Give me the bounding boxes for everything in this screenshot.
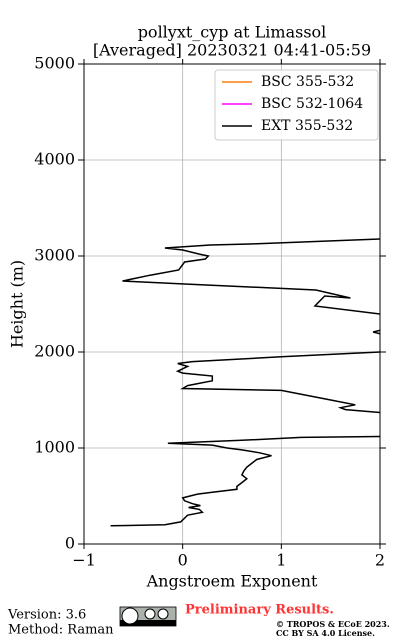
legend: BSC 355-532 BSC 532-1064 EXT 355-532: [222, 74, 363, 134]
legend-box: [214, 69, 379, 141]
y-tick-label: 3000: [34, 246, 75, 265]
copyright-text: © TROPOS & ECoE 2023.: [276, 619, 390, 629]
y-tick-label: 2000: [34, 342, 75, 361]
x-tick-label: 1: [276, 551, 286, 570]
y-tick-label: 0: [65, 534, 75, 553]
x-tick-label: −1: [72, 551, 96, 570]
x-axis-label: Angstroem Exponent: [146, 572, 318, 591]
x-tick-label: 2: [375, 551, 385, 570]
method-text: Method: Raman: [8, 623, 114, 638]
x-tick-label: 0: [178, 551, 188, 570]
legend-label: BSC 532-1064: [261, 96, 363, 112]
version-text: Version: 3.6: [7, 608, 86, 623]
y-tick-label: 4000: [34, 150, 75, 169]
cc-badge: [119, 606, 177, 627]
chart-title: pollyxt_cyp at Limassol: [138, 23, 327, 42]
status-text: Preliminary Results.: [185, 603, 334, 618]
chart-subtitle: [Averaged] 20230321 04:41-05:59: [93, 41, 371, 60]
legend-label: BSC 355-532: [261, 74, 354, 90]
y-tick-label: 1000: [34, 438, 75, 457]
profile-line: [110, 238, 380, 527]
plot-frame: [83, 63, 381, 545]
y-tick-label: 5000: [34, 54, 75, 73]
legend-label: EXT 355-532: [261, 118, 353, 134]
license-text: CC BY SA 4.0 License.: [276, 628, 375, 638]
y-axis-label: Height (m): [8, 260, 27, 348]
plot-lines: [110, 238, 380, 527]
